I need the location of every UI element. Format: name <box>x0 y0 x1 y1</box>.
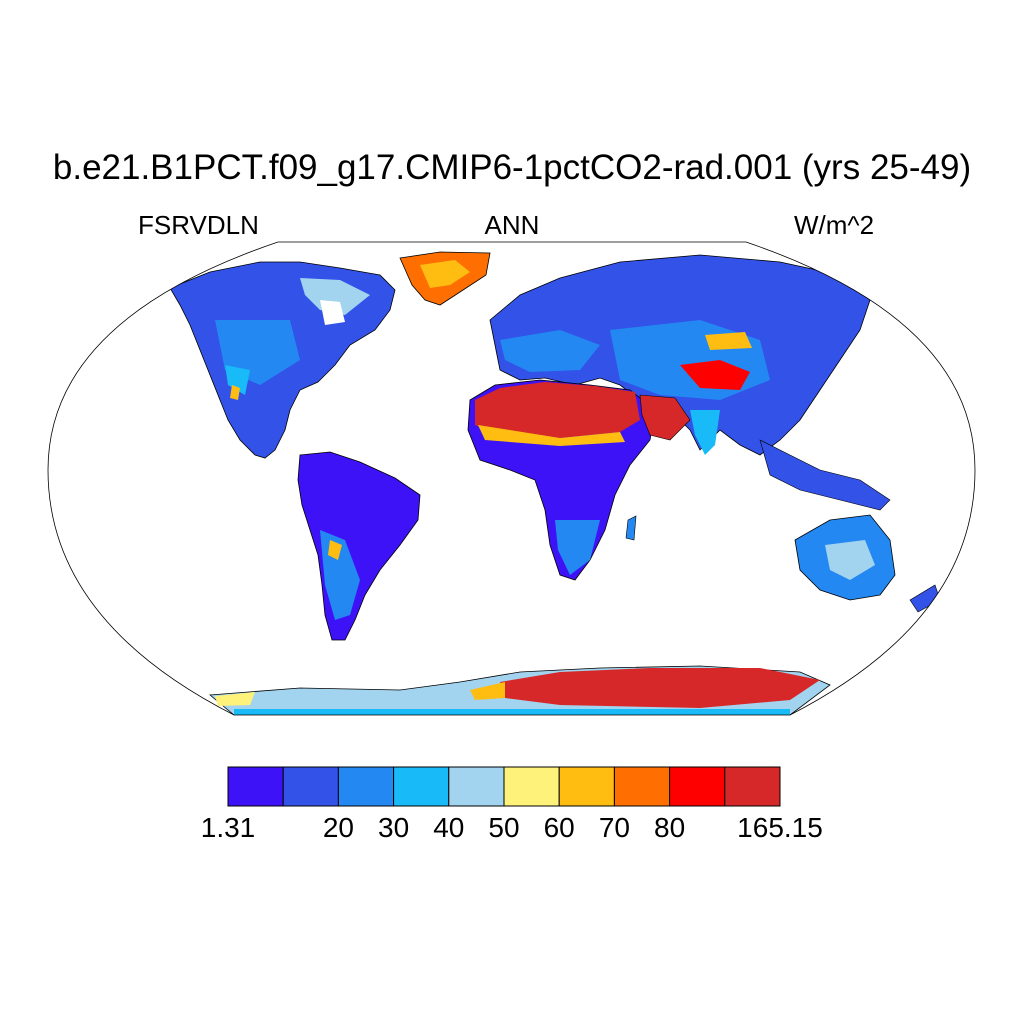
colorbar-swatch <box>669 766 726 807</box>
antarctica-west-light <box>215 692 255 706</box>
hudson-bay-patch <box>320 300 345 325</box>
colorbar-tick-label: 165.15 <box>737 812 823 843</box>
colorbar-swatch <box>227 766 284 807</box>
colorbar-tick-label: 40 <box>433 812 465 843</box>
plot-title: b.e21.B1PCT.f09_g17.CMIP6-1pctCO2-rad.00… <box>52 148 972 187</box>
us-southwest-patch <box>225 365 250 395</box>
colorbar-swatch <box>393 766 450 807</box>
sahel-band <box>478 425 625 446</box>
mexico-patch <box>230 385 240 400</box>
colorbar-tick-label: 80 <box>654 812 686 843</box>
colorbar-swatch <box>558 766 615 807</box>
colorbar-tick-label: 20 <box>322 812 354 843</box>
map-boundary <box>47 241 976 716</box>
antarctica-rim <box>234 709 790 715</box>
arabia-region <box>639 394 691 441</box>
colorbar-swatch <box>503 766 560 807</box>
south-africa-patch <box>555 520 600 575</box>
sahara-region <box>475 382 640 438</box>
southeast-asia-region <box>759 439 891 511</box>
europe-patch <box>500 330 600 372</box>
colorbar-tick-label: 50 <box>488 812 520 843</box>
colorbar-tick-label: 1.31 <box>200 812 256 843</box>
units-label: W/m^2 <box>794 210 875 240</box>
tibet-patch <box>680 360 750 390</box>
colorbar-tick-label: 60 <box>543 812 575 843</box>
india-patch <box>690 410 720 455</box>
colorbar-swatch <box>337 766 395 807</box>
greenland-core <box>420 260 470 288</box>
madagascar <box>625 515 637 541</box>
colorbar-tick-label: 30 <box>378 812 410 843</box>
colorbar-swatch <box>448 766 505 807</box>
canada-north-patch <box>300 278 370 315</box>
colorbar-swatch <box>613 766 671 807</box>
colorbar-tick-label: 70 <box>598 812 630 843</box>
australia-interior-patch <box>825 540 875 580</box>
altiplano-patch <box>328 540 342 560</box>
gobi-patch <box>705 332 752 350</box>
antarctica-east-plateau <box>500 668 820 708</box>
antarctica-coast-band <box>470 682 505 700</box>
season-label: ANN <box>484 210 540 240</box>
colorbar-swatch <box>724 766 781 807</box>
variable-label: FSRVDLN <box>138 210 259 240</box>
colorbar-swatch <box>282 766 339 807</box>
